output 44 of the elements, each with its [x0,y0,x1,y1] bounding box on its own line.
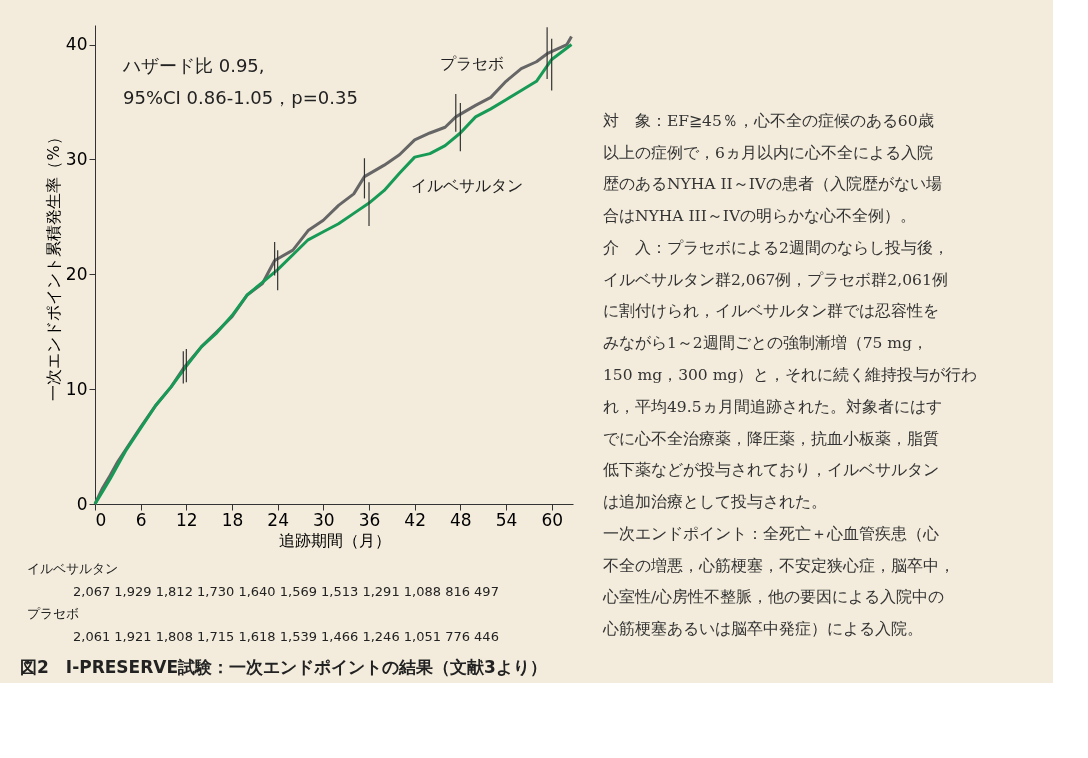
x-axis-title: 追跡期間（月） [278,530,391,550]
x-tick-label: 6 [135,509,147,530]
y-axis-title: 一次エンドポイント累積発生率（%） [43,129,63,401]
text: みながら1～2週間ごとの強制漸増（75 mg， [603,334,928,353]
x-tick-label: 18 [221,509,244,530]
text: イルベサルタン群2,067例，プラセボ群2,061例 [603,270,948,289]
x-tick-label: 24 [267,509,289,530]
series-label: イルベサルタン [411,176,523,195]
text: 心室性/心房性不整脈，他の要因による入院中の [602,588,945,607]
x-tick-label: 36 [358,509,381,530]
text: 2,061 1,921 1,808 1,715 1,618 1,539 1,466 1,246 1,051 776 446 [73,628,499,644]
y-tick-label: 20 [65,263,88,284]
text: は追加治療として投与された。 [603,493,827,512]
x-tick-label: 54 [495,509,518,530]
x-tick-label: 30 [313,509,335,530]
text: 歴のあるNYHA II～IVの患者（入院歴がない場 [603,175,942,194]
y-tick-label: 30 [65,148,88,169]
text: 以上の症例で，6ヵ月以内に心不全による入院 [603,143,933,162]
x-tick-label: 42 [404,509,426,530]
text: 対 象：EF≧45％，心不全の症候のある60歳 [603,111,934,130]
text: 一次エンドポイント：全死亡＋心血管疾患（心 [603,524,939,543]
x-tick-label: 48 [450,509,472,530]
text: イルベサルタン [27,561,118,577]
x-tick-label: 12 [176,509,198,530]
text: 150 mg，300 mg）と，それに続く維持投与が行わ [603,366,978,384]
text: 合はNYHA III～IVの明らかな心不全例）。 [603,207,917,226]
series-label: プラセボ [440,54,504,73]
y-tick-label: 40 [65,34,88,55]
text: 低下薬などが投与されており，イルベサルタン [603,461,939,480]
text: プラセボ [27,606,79,622]
text: 介 入：プラセボによる2週間のならし投与後， [603,238,949,257]
annotation: 95%CI 0.86-1.05，p=0.35 [123,87,358,108]
text: れ，平均49.5ヵ月間追跡された。対象者にはす [603,397,942,416]
annotation: ハザード比 0.95, [122,55,265,76]
text: でに心不全治療薬，降圧薬，抗血小板薬，脂質 [603,429,939,448]
x-tick-label: 0 [95,509,107,530]
y-tick-label: 10 [65,378,88,399]
text: 2,067 1,929 1,812 1,730 1,640 1,569 1,513 1,291 1,088 816 497 [73,583,499,599]
text: 心筋梗塞あるいは脳卒中発症）による入院。 [602,620,923,639]
text: 図2 I-PRESERVE試験：一次エンドポイントの結果（文献3より） [20,657,547,677]
text: 不全の増悪，心筋梗塞，不安定狭心症，脳卒中， [603,556,955,575]
text: に割付けられ，イルベサルタン群では忍容性を [603,302,939,321]
x-tick-label: 60 [541,509,564,530]
y-tick-label: 0 [76,493,88,514]
